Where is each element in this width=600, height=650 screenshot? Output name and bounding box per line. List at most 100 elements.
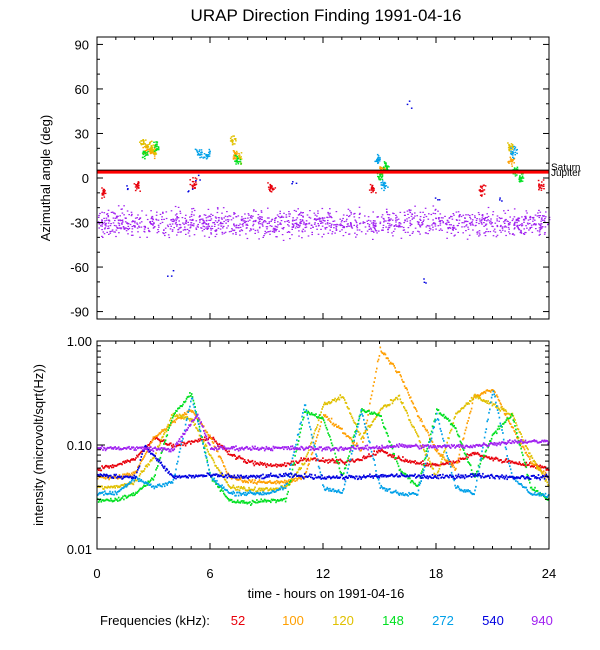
intensity-point <box>543 476 546 479</box>
azimuth-point <box>384 165 387 167</box>
intensity-point <box>224 479 227 481</box>
intensity-point <box>401 402 403 405</box>
azimuth-point <box>122 226 125 228</box>
intensity-point <box>531 465 534 467</box>
intensity-point <box>436 463 438 466</box>
azimuth-point <box>107 227 109 230</box>
intensity-point <box>359 413 362 416</box>
intensity-point <box>177 460 179 463</box>
intensity-point <box>392 363 395 366</box>
azimuth-point <box>544 226 547 228</box>
intensity-point <box>378 414 381 417</box>
intensity-point <box>327 401 329 404</box>
intensity-point <box>102 499 104 501</box>
intensity-point <box>338 467 341 470</box>
intensity-point <box>504 459 507 462</box>
azimuth-point <box>516 168 519 170</box>
intensity-point <box>398 457 401 459</box>
intensity-point <box>118 490 121 492</box>
azimuth-point <box>177 217 180 219</box>
intensity-point <box>115 491 117 494</box>
intensity-point <box>497 425 500 428</box>
azimuth-point <box>538 223 540 225</box>
intensity-point <box>113 493 116 496</box>
intensity-point <box>494 403 496 406</box>
intensity-point <box>281 485 283 487</box>
azimuth-point <box>519 175 521 177</box>
intensity-point <box>266 482 269 484</box>
azimuth-point <box>394 228 396 230</box>
intensity-point <box>114 486 116 489</box>
azimuth-point <box>144 151 146 153</box>
azimuth-point <box>350 226 353 228</box>
intensity-point <box>449 465 452 468</box>
intensity-point <box>306 458 309 461</box>
intensity-point <box>318 414 321 417</box>
intensity-point <box>229 492 231 494</box>
intensity-point <box>236 476 238 479</box>
azimuth-point <box>107 216 110 218</box>
azimuth-point <box>324 227 326 229</box>
intensity-point <box>130 493 133 495</box>
azimuth-point <box>295 182 298 184</box>
intensity-point <box>512 461 515 464</box>
azimuth-point <box>425 226 428 228</box>
azimuth-point <box>511 160 513 163</box>
intensity-point <box>221 459 223 462</box>
azimuth-point <box>382 217 385 220</box>
intensity-point <box>241 457 243 460</box>
intensity-point <box>292 454 295 457</box>
azimuth-point <box>235 157 237 160</box>
azimuth-point <box>150 145 153 147</box>
intensity-point <box>170 419 173 422</box>
intensity-point <box>128 494 130 497</box>
azimuth-point <box>161 221 164 223</box>
azimuth-point <box>182 222 184 224</box>
azimuth-point <box>477 212 480 214</box>
azimuth-point <box>185 221 188 223</box>
azimuth-point <box>189 224 192 226</box>
azimuth-point <box>484 217 486 219</box>
azimuth-point <box>208 148 211 151</box>
azimuth-point <box>182 229 185 231</box>
azimuth-point <box>379 173 381 175</box>
intensity-point <box>369 424 372 427</box>
intensity-point <box>251 492 254 495</box>
intensity-point <box>434 463 436 465</box>
azimuth-point <box>264 233 266 235</box>
intensity-point <box>117 496 120 499</box>
intensity-point <box>310 453 313 456</box>
intensity-point <box>207 472 209 475</box>
intensity-point <box>107 492 109 495</box>
azimuth-point <box>419 226 422 228</box>
azimuth-point <box>534 223 536 225</box>
intensity-point <box>168 427 170 429</box>
azimuth-point <box>518 220 520 222</box>
intensity-point <box>376 367 378 370</box>
intensity-point <box>482 446 484 449</box>
intensity-point <box>400 492 402 495</box>
azimuth-point <box>156 148 159 150</box>
azimuth-point <box>279 223 281 225</box>
azimuth-point <box>392 235 394 237</box>
intensity-point <box>245 474 248 477</box>
intensity-point <box>120 488 123 491</box>
azimuth-point <box>365 233 367 235</box>
intensity-point <box>306 467 309 470</box>
intensity-point <box>105 473 108 476</box>
intensity-point <box>532 465 535 468</box>
azimuth-point <box>191 224 194 226</box>
azimuth-point <box>372 191 374 193</box>
azimuth-point <box>383 184 386 186</box>
intensity-point <box>450 463 453 466</box>
azimuth-point <box>451 226 454 228</box>
intensity-point <box>214 474 216 476</box>
azimuth-point <box>240 156 242 158</box>
azimuth-point <box>315 225 317 227</box>
intensity-point <box>251 489 254 491</box>
azimuth-point <box>148 143 151 145</box>
intensity-point <box>392 400 395 402</box>
intensity-point <box>316 436 318 439</box>
intensity-point <box>407 494 409 497</box>
